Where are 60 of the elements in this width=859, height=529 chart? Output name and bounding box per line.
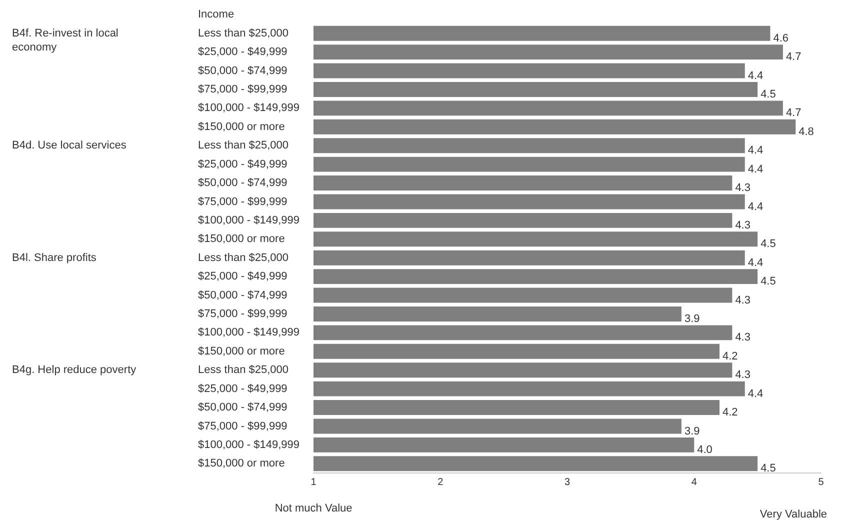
- text: B4g. Help reduce poverty: [12, 364, 137, 376]
- y-tick-label: $50,000 - $74,999: [198, 64, 288, 77]
- text: Not much Value: [274, 502, 352, 515]
- y-tick-label: $75,000 - $99,999: [198, 196, 288, 208]
- y-tick-label: $50,000 - $74,999: [198, 402, 288, 414]
- y-tick-label: $25,000 - $49,999: [198, 46, 288, 58]
- y-tick-label: Less than $25,000: [198, 140, 289, 152]
- x-tick-label: 1: [310, 476, 317, 488]
- data-label: 4.5: [760, 462, 776, 475]
- text: B4l. Share profits: [12, 252, 97, 264]
- x-tick-label: 5: [818, 476, 824, 488]
- data-label: 4.3: [735, 369, 750, 382]
- data-label: 3.9: [684, 313, 700, 326]
- y-tick-label: $25,000 - $49,999: [198, 270, 288, 283]
- x-tick-label: 3: [564, 476, 570, 488]
- y-tick-label: $50,000 - $74,999: [198, 289, 288, 302]
- text: Very Valuable: [760, 508, 828, 521]
- data-label: 4.3: [735, 332, 750, 344]
- data-label: 4.4: [748, 70, 764, 82]
- y-tick-label: Less than $25,000: [198, 364, 289, 376]
- y-tick-label: $150,000 or more: [198, 120, 285, 133]
- y-tick-label: $100,000 - $149,999: [198, 102, 300, 114]
- y-tick-label: $25,000 - $49,999: [198, 382, 288, 395]
- text: B4f. Re-invest in local economy: [12, 27, 118, 54]
- data-label: 4.5: [760, 88, 776, 101]
- data-label: 4.2: [722, 406, 738, 419]
- data-label: 4.0: [697, 444, 712, 456]
- data-label: 4.4: [748, 388, 764, 400]
- data-label: 4.5: [760, 238, 776, 250]
- x-tick-label: 2: [438, 476, 444, 488]
- x-tick-label: 4: [691, 476, 698, 488]
- data-label: 4.4: [748, 163, 764, 176]
- data-label: 4.4: [748, 256, 764, 269]
- y-tick-label: $75,000 - $99,999: [198, 84, 288, 96]
- y-tick-label: $150,000 or more: [198, 345, 285, 358]
- y-tick-label: $75,000 - $99,999: [198, 308, 288, 320]
- data-label: 4.7: [786, 107, 802, 120]
- data-label: 4.4: [748, 200, 764, 213]
- y-tick-label: $100,000 - $149,999: [198, 326, 300, 339]
- data-label: 4.2: [722, 350, 738, 362]
- data-label: 3.9: [684, 425, 700, 438]
- data-label: 4.8: [798, 126, 814, 138]
- text: B4d. Use local services: [12, 140, 127, 152]
- data-label: 4.3: [735, 182, 750, 194]
- y-tick-label: $100,000 - $149,999: [198, 214, 300, 226]
- y-tick-label: $100,000 - $149,999: [198, 438, 300, 451]
- data-label: 4.3: [735, 219, 750, 232]
- y-tick-label: Less than $25,000: [198, 252, 289, 264]
- y-tick-label: $75,000 - $99,999: [198, 420, 288, 432]
- data-label: 4.5: [760, 276, 776, 288]
- data-label: 4.3: [735, 294, 750, 306]
- y-tick-label: Less than $25,000: [198, 27, 289, 40]
- y-tick-label: $25,000 - $49,999: [198, 158, 288, 170]
- data-label: 4.4: [748, 144, 764, 157]
- data-label: 4.6: [773, 32, 789, 44]
- y-tick-label: $50,000 - $74,999: [198, 177, 288, 190]
- y-tick-label: $150,000 or more: [198, 458, 285, 470]
- y-tick-label: $150,000 or more: [198, 233, 285, 246]
- y-axis-title: Income: [198, 8, 234, 21]
- data-label: 4.7: [786, 51, 802, 64]
